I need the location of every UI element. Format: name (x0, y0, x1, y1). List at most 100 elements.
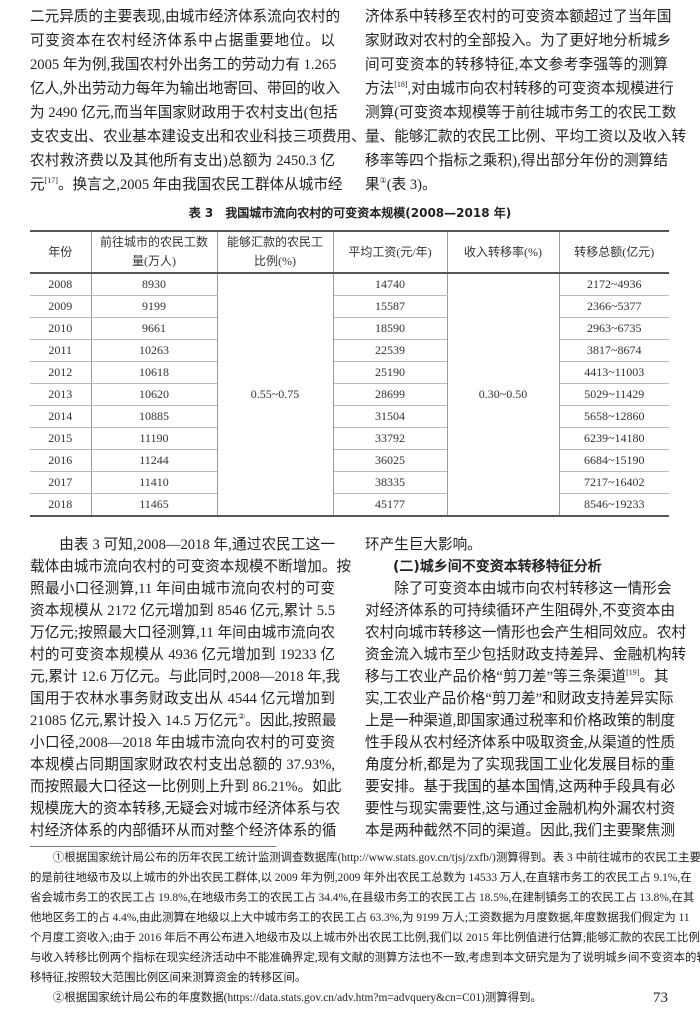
table-row: 2014 10885 31504 5658~12860 (30, 405, 669, 428)
footnote-line: ②根据国家统计局公布的年度数据(https://data.stats.gov.c… (52, 992, 542, 1004)
cell-transfer-total: 6239~14180 (558, 427, 669, 450)
text-segment: 果 (365, 177, 380, 193)
footnote-line: 的是前往地级市及以上城市的外出农民工群体,以 2009 年为例,2009 年外出… (30, 872, 692, 884)
column-header-text: 能够汇款的农民工 (226, 235, 323, 249)
citation-superscript: [19] (626, 668, 640, 677)
cell-workers: 11410 (90, 471, 218, 494)
cell-remit-ratio: 0.55~0.75 (216, 273, 334, 517)
cell-transfer-total: 2963~6735 (558, 317, 669, 340)
cell-year: 2013 (30, 383, 92, 406)
text-segment: 元 (30, 177, 45, 193)
table-row: 2018 11465 45177 8546~19233 (30, 493, 669, 517)
cell-workers: 9661 (90, 317, 218, 340)
cell-transfer-total: 5029~11429 (558, 383, 669, 406)
cell-average-wage: 28699 (332, 383, 448, 406)
column-header-text: 比例(%) (254, 254, 296, 268)
column-header-text: 年份 (48, 244, 73, 259)
text-line: 角度分析,都是为了实现我国工业化发展目标的重 (365, 757, 676, 773)
text-line: 性手段从农村经济体系中吸取资金,从渠道的性质 (365, 735, 676, 751)
text-line: 本规模占同期国家财政农村支出总额的 37.93%, (30, 757, 335, 773)
column-header: 收入转移率(%) (446, 231, 560, 273)
text-line: 村的可变资本规模从 4936 亿元增加到 19233 亿 (30, 647, 335, 663)
text-segment: 。换言之,2005 年由我国农民工群体从城市经 (57, 177, 343, 193)
cell-transfer-total: 8546~19233 (558, 493, 669, 517)
citation-superscript: [17] (44, 176, 58, 185)
text-line: 上是一种渠道,即国家通过税率和价格政策的制度 (365, 713, 676, 729)
table-caption: 表 3 我国城市流向农村的可变资本规模(2008—2018 年) (188, 206, 512, 220)
table-row: 2011 10263 22539 3817~8674 (30, 339, 669, 362)
column-header: 前往城市的农民工数 量(万人) (90, 231, 218, 273)
cell-transfer-total: 4413~11003 (558, 361, 669, 384)
text-line: 实,工农业产品价格“剪刀差”和财政支持差异实际 (365, 691, 674, 707)
cell-average-wage: 45177 (332, 493, 448, 517)
text-line: 济体系中转移至农村的可变资本额超过了当年国 (365, 9, 672, 25)
cell-average-wage: 33792 (332, 427, 448, 450)
cell-year: 2017 (30, 471, 92, 494)
text-line: 可变资本在农村经济体系中占据重要地位。以 (30, 33, 335, 49)
column-header: 年份 (30, 231, 92, 273)
text-line: 农村向城市转移这一情形也会产生相同效应。农村 (365, 625, 687, 641)
cell-average-wage: 14740 (332, 273, 448, 296)
cell-average-wage: 38335 (332, 471, 448, 494)
table-row: 2015 11190 33792 6239~14180 (30, 427, 669, 450)
cell-year: 2009 (30, 295, 92, 318)
page-number: 73 (653, 990, 668, 1006)
text-line: 元[17]。换言之,2005 年由我国农民工群体从城市经 (30, 175, 343, 195)
cell-workers: 11244 (90, 449, 218, 472)
text-line: 载体由城市流向农村的可变资本规模不断增加。按 (30, 559, 352, 575)
footnote-line: 他地区务工的占 4.4%,由此测算在地级以上大中城市务工的农民工占 63.3%,… (30, 912, 690, 924)
text-line: 元,累计 12.6 万亿元。与此同时,2008—2018 年,我 (30, 669, 341, 685)
text-segment: 21085 亿元,累计投入 14.5 万亿元 (30, 713, 238, 729)
text-line: 照最小口径测算,11 年间由城市流向农村的可变 (30, 581, 335, 597)
text-line: 而按照最大口径这一比例则上升到 86.21%。如此 (30, 779, 342, 795)
text-line: 资金流入城市至少包括财政支持差异、金融机构转 (365, 647, 687, 663)
cell-average-wage: 22539 (332, 339, 448, 362)
text-segment: 。因此,按照最 (245, 713, 337, 729)
footnote-line: 个月度工资收入;由于 2016 年后不再公布进入地级市及以上城市外出农民工比例,… (30, 932, 700, 944)
table-header-row: 年份 前往城市的农民工数 量(万人) 能够汇款的农民工 比例(%) 平均工资(元/年) 收入… (30, 231, 669, 273)
column-header-text: 收入转移率(%) (464, 244, 542, 259)
cell-average-wage: 31504 (332, 405, 448, 428)
cell-workers: 8930 (90, 273, 218, 296)
column-header-text: 量(万人) (132, 254, 176, 268)
table-row: 2009 9199 15587 2366~5377 (30, 295, 669, 318)
cell-transfer-total: 5658~12860 (558, 405, 669, 428)
cell-average-wage: 36025 (332, 449, 448, 472)
text-line: 果①(表 3)。 (365, 175, 668, 195)
cell-transfer-rate: 0.30~0.50 (446, 273, 560, 517)
citation-superscript: ② (237, 712, 246, 721)
cell-transfer-total: 6684~15190 (558, 449, 669, 472)
text-line: 资本规模从 2172 亿元增加到 8546 亿元,累计 5.5 (30, 603, 335, 619)
cell-transfer-total: 2172~4936 (558, 273, 669, 296)
section-heading: (二)城乡间不变资本转移特征分析 (393, 559, 602, 575)
text-line: 规模庞大的资本转移,无疑会对城市经济体系与农 (30, 801, 341, 817)
column-header: 转移总额(亿元) (558, 231, 669, 273)
text-line: 要安排。基于我国的基本国情,这两种手段具有必 (365, 779, 676, 795)
text-line: 为 2490 亿元,而当年国家财政用于农村支出(包括 (30, 105, 338, 121)
cell-workers: 11190 (90, 427, 218, 450)
text-line: 方法[18],对由城市向农村转移的可变资本规模进行 (365, 79, 674, 99)
text-line: 二元异质的主要表现,由城市经济体系流向农村的 (30, 9, 341, 25)
table-row: 2012 10618 25190 4413~11003 (30, 361, 669, 384)
text-segment: 移与工农业产品价格“剪刀差”等三条渠道 (365, 669, 627, 685)
column-header-text: 转移总额(亿元) (574, 244, 655, 259)
column-header: 能够汇款的农民工 比例(%) (216, 231, 334, 273)
text-segment: 方法 (365, 81, 395, 97)
text-line: 环产生巨大影响。 (365, 537, 482, 553)
text-line: 移与工农业产品价格“剪刀差”等三条渠道[19]。其 (365, 667, 669, 687)
footnote-line: 与收入转移比例两个指标在现实经济活动中不能准确界定,现有文献的测算方法也不一致,… (30, 952, 700, 964)
text-line: 亿人,外出劳动力每年为输出地寄回、带回的收入 (30, 81, 341, 97)
text-segment: (表 3)。 (386, 177, 437, 193)
citation-superscript: [18] (394, 80, 408, 89)
text-line: 21085 亿元,累计投入 14.5 万亿元②。因此,按照最 (30, 711, 337, 731)
cell-year: 2016 (30, 449, 92, 472)
text-line: 农村救济费以及其他所有支出)总额为 2450.3 亿 (30, 153, 335, 169)
text-line: 要性与现实需要性,这与通过金融机构外漏农村资 (365, 801, 676, 817)
text-line: 除了可变资本由城市向农村转移这一情形会 (394, 581, 672, 597)
text-line: 村经济体系的内部循环从而对整个经济体系的循 (30, 823, 337, 839)
cell-workers: 10885 (90, 405, 218, 428)
cell-year: 2012 (30, 361, 92, 384)
cell-year: 2014 (30, 405, 92, 428)
footnote-line: ①根据国家统计局公布的历年农民工统计监测调查数据库(http://www.sta… (52, 852, 700, 864)
column-header: 平均工资(元/年) (332, 231, 448, 273)
